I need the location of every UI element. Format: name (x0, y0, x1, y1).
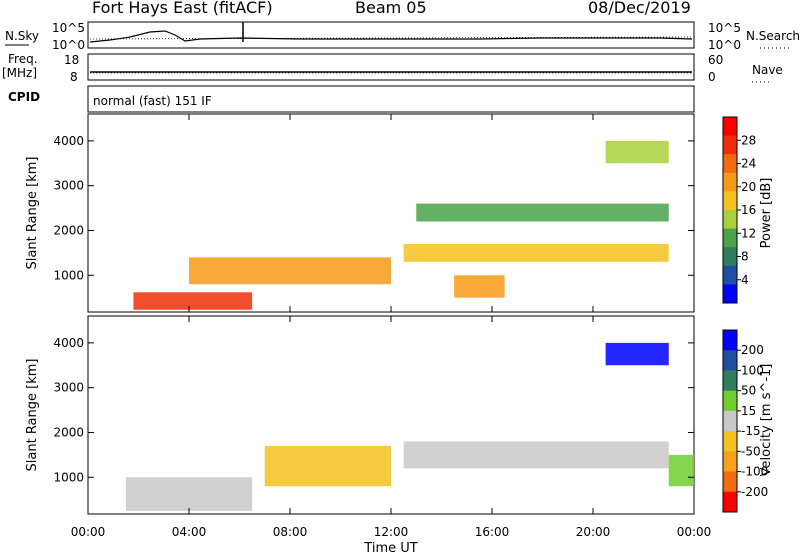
freq-label-line1: Freq. (8, 52, 38, 66)
colorbar-segment (723, 210, 737, 230)
velocity-echo-region (403, 441, 669, 469)
colorbar-segment (723, 330, 737, 351)
colorbar-segment (723, 265, 737, 285)
cpid-label: CPID (8, 90, 40, 104)
velocity-heatmap (125, 342, 694, 511)
time-axis-ticks: 00:00 04:00 08:00 12:00 16:00 20:00 00:00 (71, 114, 712, 539)
power-colorbar-label: Power [dB] (759, 178, 774, 249)
colorbar-tick-label: 50 (741, 384, 756, 398)
colorbar-segment (723, 390, 737, 412)
power-echo-region (454, 275, 505, 298)
colorbar-segment (723, 191, 737, 211)
colorbar-tick-label: 200 (741, 343, 764, 357)
cpid-panel-frame (87, 85, 695, 113)
velocity-y-ticks: 4000 3000 2000 1000 (53, 336, 694, 484)
x-tick-label: 08:00 (273, 525, 308, 539)
colorbar-tick-label: -50 (741, 444, 761, 458)
power-y-ticks: 4000 3000 2000 1000 (53, 134, 694, 282)
noise-left-label: N.Sky (5, 29, 39, 43)
noise-left-tick-top: 10^5 (52, 21, 85, 35)
colorbar-segment (723, 491, 737, 513)
colorbar-tick-label: -200 (741, 485, 768, 499)
y-tick-label: 4000 (53, 134, 84, 148)
cpid-value: normal (fast) 151 IF (93, 94, 212, 108)
beam-label: Beam 05 (355, 0, 427, 17)
freq-left-tick-top: 18 (64, 53, 79, 67)
station-title: Fort Hays East (fitACF) (92, 0, 273, 17)
y-tick-label: 2000 (53, 425, 84, 439)
power-y-axis-label: Slant Range [km] (25, 157, 40, 270)
velocity-y-axis-label: Slant Range [km] (25, 359, 40, 472)
colorbar-segment (723, 471, 737, 493)
colorbar-segment (723, 135, 737, 155)
power-heatmap (133, 140, 669, 310)
y-tick-label: 2000 (53, 223, 84, 237)
power-echo-region (416, 203, 669, 222)
colorbar-frame (722, 329, 738, 513)
x-tick-label: 04:00 (172, 525, 207, 539)
colorbar-tick-label: -15 (741, 424, 761, 438)
y-tick-label: 1000 (53, 470, 84, 484)
colorbar-tick-label: 28 (741, 133, 756, 147)
colorbar-tick-label: 20 (741, 180, 756, 194)
time-axis-label: Time UT (363, 541, 417, 554)
y-tick-label: 3000 (53, 179, 84, 193)
colorbar-segment (723, 370, 737, 392)
x-tick-label: 00:00 (677, 525, 712, 539)
noise-left-tick-bottom: 10^0 (52, 38, 85, 52)
colorbar-segment (723, 451, 737, 473)
sky-noise-trace (89, 30, 693, 43)
freq-right-tick-top: 60 (708, 53, 723, 67)
colorbar-tick-label: -100 (741, 465, 768, 479)
x-tick-label: 20:00 (576, 525, 611, 539)
x-tick-label: 00:00 (71, 525, 106, 539)
colorbar-segment (723, 154, 737, 174)
date-label: 08/Dec/2019 (588, 0, 691, 17)
velocity-echo-region (668, 454, 694, 487)
colorbar-segment (723, 247, 737, 267)
noise-right-label: N.Search (746, 29, 800, 43)
power-echo-region (189, 257, 391, 285)
search-noise-trace (89, 36, 693, 40)
colorbar-segment (723, 350, 737, 371)
freq-label-line2: [MHz] (2, 66, 37, 80)
x-tick-label: 12:00 (374, 525, 409, 539)
velocity-echo-region (605, 342, 669, 366)
velocity-echo-region (125, 477, 253, 511)
colorbar-tick-label: 100 (741, 363, 764, 377)
colorbar-segment (723, 410, 737, 432)
colorbar-segment (723, 431, 737, 452)
colorbar-segment (723, 228, 737, 248)
colorbar-segment (723, 117, 737, 137)
y-tick-label: 4000 (53, 336, 84, 350)
freq-panel-frame (87, 53, 695, 81)
colorbar-segment (723, 284, 737, 304)
colorbar-tick-label: 8 (741, 250, 749, 264)
colorbar-tick-label: 24 (741, 157, 756, 171)
velocity-echo-region (264, 445, 391, 487)
colorbar-tick-label: 15 (741, 404, 756, 418)
colorbar-segment (723, 172, 737, 192)
freq-right-tick-bottom: 0 (708, 70, 716, 84)
y-tick-label: 3000 (53, 381, 84, 395)
noise-panel-frame (87, 21, 695, 49)
x-tick-label: 16:00 (475, 525, 510, 539)
noise-right-tick-bottom: 10^0 (708, 38, 741, 52)
power-echo-region (403, 243, 669, 262)
freq-left-tick-bottom: 8 (70, 70, 78, 84)
power-echo-region (605, 140, 669, 164)
power-echo-region (133, 292, 253, 310)
power-colorbar: 28 24 20 16 12 8 4 (722, 116, 756, 304)
velocity-colorbar-label: Velocity [m s^-1] (759, 364, 774, 477)
colorbar-tick-label: 4 (741, 273, 749, 287)
nave-label: Nave (752, 63, 783, 77)
noise-right-tick-top: 10^5 (708, 21, 741, 35)
colorbar-tick-label: 12 (741, 226, 756, 240)
colorbar-tick-label: 16 (741, 203, 756, 217)
velocity-colorbar: 200 100 50 15 -15 -50 -100 -200 (722, 329, 768, 513)
y-tick-label: 1000 (53, 268, 84, 282)
